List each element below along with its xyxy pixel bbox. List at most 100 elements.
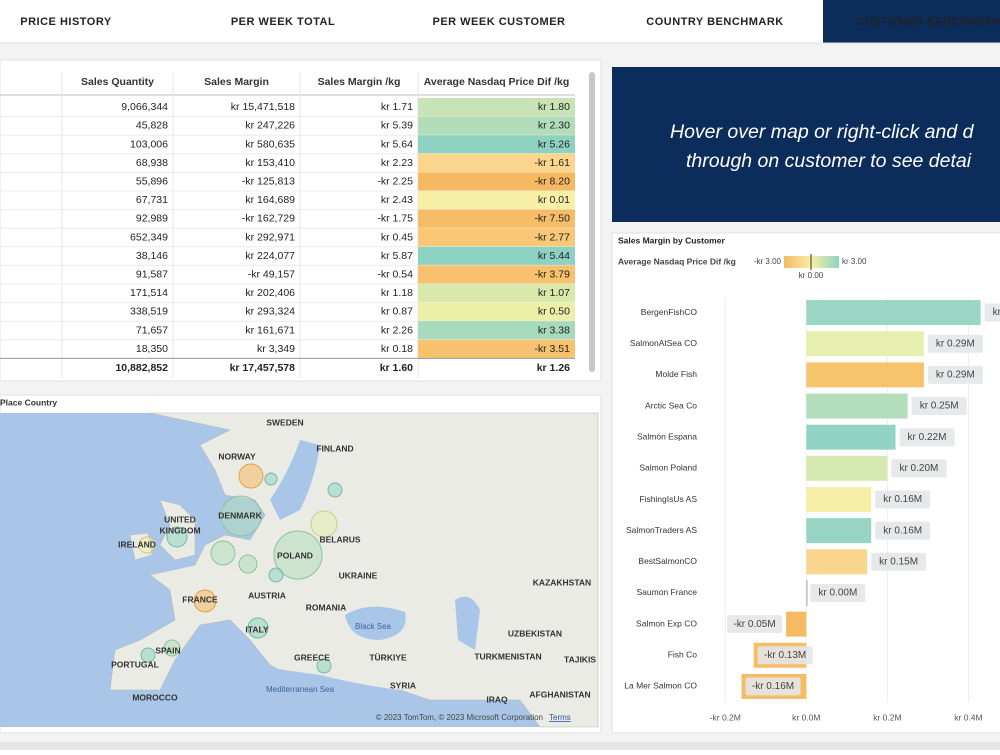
value-label: kr 0.25M	[920, 401, 959, 412]
category-label: FishingIsUs AS	[639, 494, 697, 504]
dif-cell-bg	[418, 191, 575, 210]
x-tick-label: kr 0.4M	[954, 712, 982, 722]
table-cell: kr 2.26	[381, 324, 413, 336]
map-label: KINGDOM	[159, 525, 200, 535]
map-label: AUSTRIA	[248, 590, 286, 600]
table-cell: 55,896	[136, 175, 168, 187]
category-label: BestSalmonCO	[638, 556, 697, 566]
table-cell: 38,146	[136, 250, 168, 262]
table-cell: kr 1.71	[381, 101, 413, 113]
map-label: POLAND	[277, 550, 313, 560]
tab[interactable]: CUSTOMER BENCHMARK	[857, 16, 1000, 28]
table-cell: -kr 162,729	[242, 213, 295, 225]
table-cell: kr 0.01	[538, 194, 570, 206]
tab[interactable]: COUNTRY BENCHMARK	[646, 16, 783, 28]
value-label: -kr 0.05M	[733, 619, 775, 630]
map-label: TAJIKIS	[564, 654, 596, 664]
table-cell: 338,519	[130, 306, 168, 318]
dif-cell-bg	[418, 153, 575, 173]
table-cell: -kr 7.50	[534, 213, 570, 225]
map-caspian	[455, 596, 480, 650]
dif-cell-bg	[418, 265, 575, 284]
bar	[806, 455, 888, 481]
map-labels: SWEDENFINLANDNORWAYDENMARKUNITEDKINGDOMI…	[111, 417, 596, 704]
tab-active-bg	[823, 0, 1000, 43]
table-cell: kr 164,689	[245, 194, 295, 206]
chart-title: Sales Margin by Customer	[618, 235, 725, 245]
column-header: Sales Margin /kg	[318, 76, 401, 88]
map-bubble	[166, 526, 188, 548]
table-cell: -kr 1.75	[377, 213, 413, 225]
map-title: Place Country	[0, 397, 57, 407]
legend-min: -kr 3.00	[754, 257, 782, 266]
table-cell: kr 5.39	[381, 120, 413, 132]
map-bubble	[247, 617, 269, 639]
table-cell: kr 0.18	[381, 343, 413, 355]
map-label: IRELAND	[118, 539, 156, 549]
map-bubble	[220, 495, 262, 537]
bar	[806, 331, 924, 357]
info-line: Hover over map or right-click and d	[670, 121, 975, 143]
map-label: SWEDEN	[266, 417, 303, 427]
bar	[806, 393, 908, 419]
total-cell: kr 17,457,578	[230, 362, 296, 374]
value-label-bg	[911, 397, 967, 416]
dif-cell-bg	[418, 209, 575, 229]
table-cell: -kr 1.61	[534, 157, 570, 169]
total-cell: 10,882,852	[115, 362, 168, 374]
tab[interactable]: PRICE HISTORY	[20, 16, 112, 28]
dif-cell-bg	[418, 228, 575, 247]
category-label: SalmonAtSea CO	[630, 338, 697, 348]
table-cell: -kr 2.25	[377, 175, 413, 187]
map-label: Mediterranean Sea	[266, 685, 335, 694]
total-cell: kr 1.26	[537, 362, 570, 374]
map-label: DENMARK	[218, 510, 262, 520]
table-cell: -kr 125,813	[242, 175, 295, 187]
dif-cell-bg	[418, 246, 575, 266]
table-cell: 9,066,344	[121, 101, 168, 113]
map-label: KAZAKHSTAN	[533, 577, 591, 587]
x-tick-label: -kr 0.2M	[710, 712, 741, 722]
map-label: PORTUGAL	[111, 659, 159, 669]
table-cell: kr 15,471,518	[231, 101, 295, 113]
bar	[786, 611, 807, 637]
value-label-bg	[891, 459, 947, 478]
table-cell: 68,938	[136, 157, 168, 169]
column-header: Sales Quantity	[81, 76, 154, 88]
category-label: Salmon Poland	[639, 463, 697, 473]
table-cell: kr 580,635	[245, 138, 295, 150]
bar	[806, 549, 868, 575]
value-label: kr 0.29M	[936, 338, 975, 349]
value-label-bg	[899, 428, 955, 447]
table-cell: kr 292,971	[245, 231, 295, 243]
map-label: ITALY	[245, 624, 268, 634]
table-cell: -kr 8.20	[534, 175, 570, 187]
info-box	[612, 67, 1000, 222]
table-cell: kr 224,077	[245, 250, 295, 262]
table-cell: kr 1.07	[538, 287, 570, 299]
table-cell: -kr 2.77	[534, 231, 570, 243]
category-label: Fish Co	[668, 650, 698, 660]
bar	[805, 579, 808, 606]
map-label: UNITED	[164, 514, 196, 524]
value-label-bg	[727, 615, 783, 634]
value-label-bg	[757, 646, 813, 665]
table-cell: kr 2.30	[538, 120, 570, 132]
map-label: TÜRKIYE	[369, 652, 407, 662]
map-terms[interactable]: Terms	[549, 713, 571, 722]
map-bubble	[140, 647, 156, 663]
table-cell: kr 0.50	[538, 306, 570, 318]
dif-cell-bg	[418, 339, 575, 359]
value-label: kr 0.00M	[818, 588, 857, 599]
value-label-bg	[810, 583, 866, 602]
table-cell: 91,587	[136, 268, 168, 280]
legend-max: kr 3.00	[842, 257, 867, 266]
table-cell: 92,989	[136, 213, 168, 225]
value-label: kr 0.15M	[879, 556, 918, 567]
bar	[806, 362, 924, 388]
table: Sales Quantity Sales Margin Sales Margin /…	[0, 72, 575, 378]
tab[interactable]: PER WEEK CUSTOMER	[433, 16, 566, 28]
category-label: Salmon Exp CO	[636, 618, 697, 628]
tab[interactable]: PER WEEK TOTAL	[231, 16, 335, 28]
